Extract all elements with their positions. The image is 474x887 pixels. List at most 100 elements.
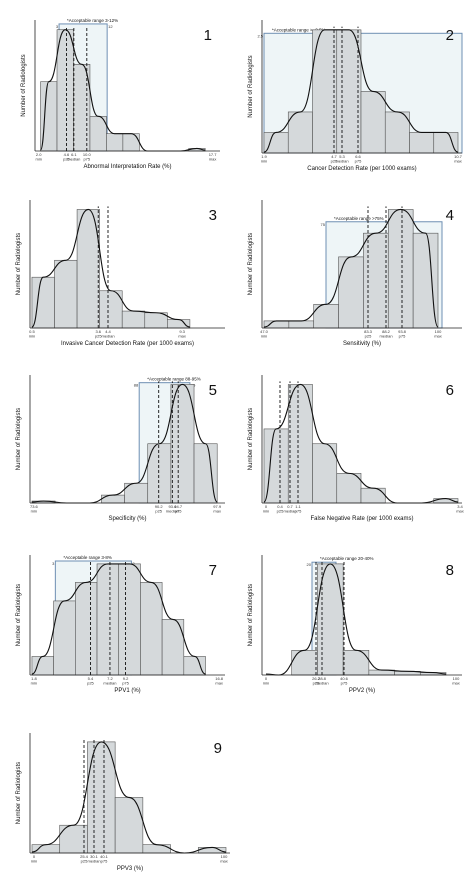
tick-label: max bbox=[215, 681, 223, 686]
density-curve bbox=[31, 383, 218, 504]
tick-label: p25 bbox=[313, 681, 320, 686]
range-tick-label: 75 bbox=[321, 222, 326, 227]
histogram-panel-7: *Acceptable range 3-8%3 81.8min5.4p257.2m… bbox=[16, 555, 225, 694]
tick-label: p75 bbox=[83, 157, 90, 162]
histogram-bar bbox=[121, 310, 146, 329]
tick-label: 26.2 bbox=[312, 676, 321, 681]
tick-label: median bbox=[87, 859, 100, 864]
tick-label: median bbox=[101, 334, 114, 339]
histogram-bar bbox=[167, 319, 191, 329]
x-axis-label: Specificity (%) bbox=[108, 516, 146, 522]
tick-label: 3.4 bbox=[457, 504, 463, 509]
tick-label: min bbox=[263, 681, 269, 686]
tick-label: 9.2 bbox=[123, 676, 129, 681]
x-axis-label: PPV2 (%) bbox=[349, 688, 375, 694]
tick-label: median bbox=[103, 681, 116, 686]
y-axis-label: Number of Radiologists bbox=[16, 762, 22, 824]
tick-label: 7.2 bbox=[107, 676, 113, 681]
tick-label: p25 bbox=[95, 334, 102, 339]
tick-label: 0 bbox=[265, 676, 268, 681]
histogram-bar bbox=[363, 232, 389, 329]
density-curve bbox=[31, 741, 227, 854]
histogram-bar bbox=[170, 384, 195, 504]
tick-label: median bbox=[283, 509, 296, 514]
tick-label: p25 bbox=[81, 859, 88, 864]
tick-label: 4.6 bbox=[64, 152, 70, 157]
histogram-bar bbox=[360, 487, 386, 504]
tick-label: 40.6 bbox=[340, 676, 349, 681]
tick-label: 0.7 bbox=[287, 504, 293, 509]
tick-label: 5.4 bbox=[88, 676, 94, 681]
tick-label: min bbox=[261, 159, 267, 164]
tick-label: 4.7 bbox=[331, 154, 337, 159]
tick-label: 1.8 bbox=[31, 676, 37, 681]
range-tick-label: 3 bbox=[56, 24, 59, 29]
acceptable-range-label: *Acceptable range 3-8% bbox=[63, 555, 112, 560]
tick-label: 25.4 bbox=[80, 854, 89, 859]
histogram-bar bbox=[287, 384, 313, 504]
tick-label: p75 bbox=[399, 334, 406, 339]
density-curve bbox=[263, 208, 439, 328]
tick-label: p75 bbox=[295, 509, 302, 514]
tick-label: min bbox=[31, 681, 37, 686]
tick-label: 0 bbox=[265, 504, 268, 509]
tick-label: p25 bbox=[87, 681, 94, 686]
tick-label: p25 bbox=[331, 159, 338, 164]
tick-label: 88.2 bbox=[382, 329, 391, 334]
tick-label: 17.7 bbox=[209, 152, 218, 157]
tick-label: 40.1 bbox=[100, 854, 109, 859]
tick-label: 0.4 bbox=[277, 504, 283, 509]
panel-number: 6 bbox=[446, 382, 454, 399]
tick-label: 5.3 bbox=[339, 154, 345, 159]
tick-label: max bbox=[454, 159, 462, 164]
acceptable-range-label: *Acceptable range 3-12% bbox=[67, 18, 118, 23]
tick-label: 94.7 bbox=[174, 504, 183, 509]
histogram-bar bbox=[75, 582, 98, 676]
histogram-bar bbox=[56, 29, 74, 152]
tick-label: p25 bbox=[63, 157, 70, 162]
tick-label: median bbox=[379, 334, 392, 339]
histogram-bar bbox=[312, 443, 338, 504]
tick-label: 16.8 bbox=[215, 676, 224, 681]
tick-label: 93.4 bbox=[168, 504, 177, 509]
histogram-bar bbox=[291, 650, 318, 676]
density-curve bbox=[31, 208, 190, 328]
y-axis-label: Number of Radiologists bbox=[248, 233, 254, 295]
histogram-bar bbox=[384, 111, 410, 154]
tick-label: 10.0 bbox=[83, 152, 92, 157]
tick-label: 30.1 bbox=[90, 854, 99, 859]
tick-label: min bbox=[29, 334, 35, 339]
tick-label: 3.6 bbox=[95, 329, 101, 334]
histogram-bar bbox=[106, 133, 124, 152]
histogram-panel-5: *Acceptable range 88-95%889573.6min90.2p… bbox=[16, 375, 225, 522]
y-axis-label: Number of Radiologists bbox=[248, 584, 254, 646]
histogram-bar bbox=[387, 209, 414, 329]
acceptable-range-label: *Acceptable range 88-95% bbox=[147, 377, 201, 382]
panel-number: 7 bbox=[209, 562, 217, 579]
histogram-bar bbox=[336, 473, 362, 504]
histogram-bar bbox=[288, 320, 315, 329]
range-tick-label: 2.5 bbox=[257, 33, 263, 38]
tick-label: 28.8 bbox=[318, 676, 327, 681]
x-axis-label: Invasive Cancer Detection Rate (per 1000… bbox=[61, 341, 194, 347]
tick-label: min bbox=[31, 509, 37, 514]
y-axis-label: Number of Radiologists bbox=[248, 408, 254, 470]
acceptable-range-label: *Acceptable range >75% bbox=[334, 216, 384, 221]
x-axis-label: PPV1 (%) bbox=[114, 688, 140, 694]
tick-label: median bbox=[67, 157, 80, 162]
tick-label: max bbox=[213, 509, 221, 514]
tick-label: 6.6 bbox=[355, 154, 361, 159]
range-tick-label: 8 bbox=[132, 561, 135, 566]
range-tick-label: 12 bbox=[108, 24, 113, 29]
panel-number: 5 bbox=[209, 382, 217, 399]
tick-label: p75 bbox=[175, 509, 182, 514]
tick-label: median bbox=[335, 159, 348, 164]
tick-label: p75 bbox=[355, 159, 362, 164]
histogram-bar bbox=[317, 563, 344, 676]
tick-label: 73.6 bbox=[30, 504, 39, 509]
